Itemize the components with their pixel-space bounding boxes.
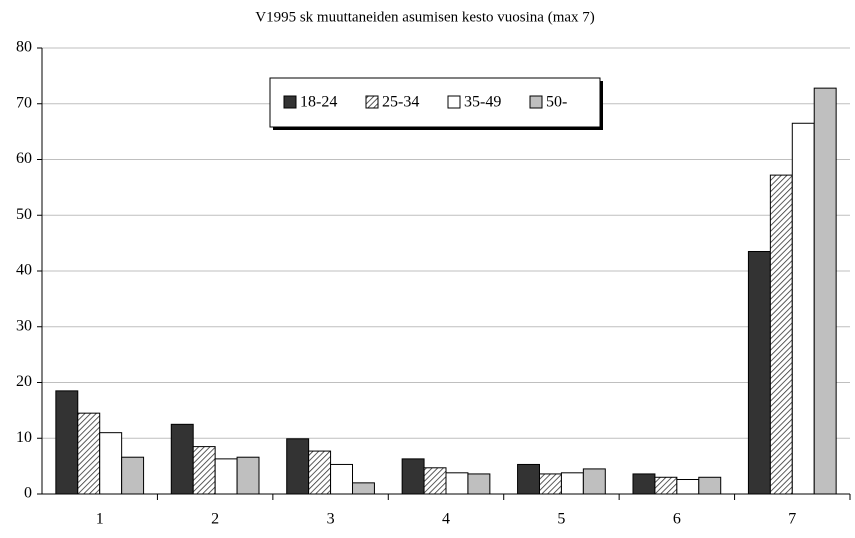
bar xyxy=(747,250,771,495)
y-tick-label: 10 xyxy=(16,429,32,446)
bar xyxy=(632,473,656,495)
legend: 18-24 25-34 35-49 50- xyxy=(269,77,603,130)
bar xyxy=(236,456,260,495)
bar xyxy=(401,458,425,495)
chart-title: V1995 sk muuttaneiden asumisen kesto vuo… xyxy=(255,9,595,25)
bar xyxy=(654,476,678,495)
y-tick-label: 80 xyxy=(16,39,32,56)
bar xyxy=(77,412,101,495)
y-tick-label: 70 xyxy=(16,94,32,111)
bar xyxy=(517,463,540,495)
legend-label: 25-34 xyxy=(382,94,419,111)
bars xyxy=(55,87,837,495)
legend-label: 18-24 xyxy=(300,94,337,111)
legend-box xyxy=(269,77,601,128)
bar xyxy=(676,479,700,495)
bar xyxy=(698,476,722,495)
x-tick-label: 1 xyxy=(96,511,104,528)
x-tick-label: 5 xyxy=(557,511,565,528)
bar xyxy=(121,456,145,495)
bar xyxy=(352,482,375,495)
bar xyxy=(423,467,447,495)
bar xyxy=(308,450,332,495)
y-tick-label: 0 xyxy=(24,485,32,502)
legend-swatch xyxy=(283,95,297,109)
bar xyxy=(769,174,793,495)
bar xyxy=(99,432,123,495)
bar xyxy=(214,458,238,495)
x-tick-label: 6 xyxy=(673,511,681,528)
legend-swatch xyxy=(447,95,461,109)
bar xyxy=(286,438,310,495)
x-tick-label: 2 xyxy=(211,511,219,528)
grid xyxy=(42,47,850,439)
y-tick-label: 60 xyxy=(16,150,32,167)
legend-swatch xyxy=(365,95,379,109)
bar xyxy=(467,473,491,495)
x-tick-label: 4 xyxy=(442,511,450,528)
bar xyxy=(560,472,584,495)
bar xyxy=(582,468,606,495)
bar xyxy=(192,446,216,495)
bar xyxy=(538,473,562,495)
y-tick-label: 40 xyxy=(16,262,32,279)
bar xyxy=(330,463,354,495)
x-tick-label: 3 xyxy=(327,511,335,528)
y-tick-label: 20 xyxy=(16,373,32,390)
y-tick-label: 50 xyxy=(16,206,32,223)
bar xyxy=(55,390,79,495)
bar xyxy=(170,423,194,495)
legend-label: 50- xyxy=(546,94,567,111)
y-tick-label: 30 xyxy=(16,317,32,334)
axes: 0 10 20 30 40 50 60 70 80 1 2 3 4 5 6 7 xyxy=(16,39,851,528)
x-tick-label: 7 xyxy=(788,511,796,528)
bar xyxy=(791,122,815,495)
legend-swatch xyxy=(529,95,543,109)
bar xyxy=(445,472,469,495)
bar xyxy=(813,87,837,495)
legend-label: 35-49 xyxy=(464,94,501,111)
